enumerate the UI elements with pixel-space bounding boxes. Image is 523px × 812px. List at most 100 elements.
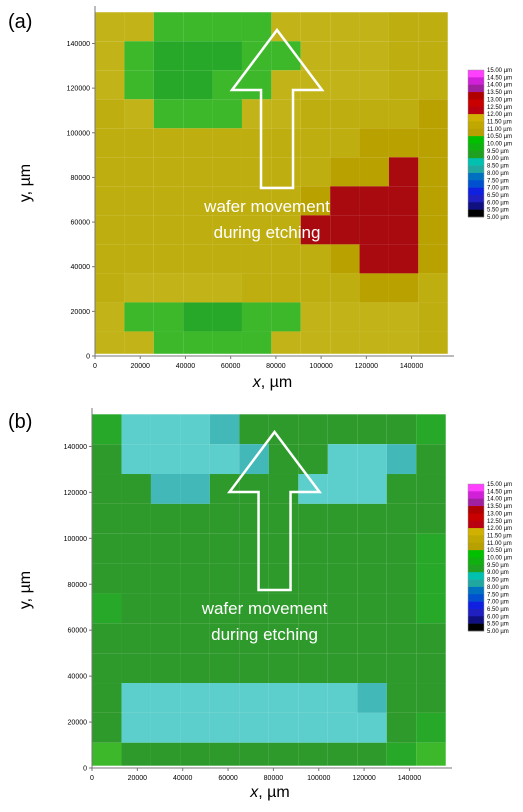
heatmap-cell (124, 215, 154, 245)
annotation-line1: wafer movement (203, 197, 330, 216)
colorbar-swatch (468, 99, 484, 108)
heatmap-cell (416, 623, 446, 654)
y-tick-label: 140000 (67, 41, 90, 48)
heatmap-cell (212, 41, 242, 71)
heatmap-cell (180, 474, 210, 504)
colorbar-swatch (468, 601, 484, 610)
heatmap-cell (183, 70, 213, 100)
heatmap-cell (298, 653, 328, 684)
heatmap-cell (150, 503, 181, 534)
heatmap-cell (153, 128, 184, 158)
colorbar-label: 7.50 µm (487, 178, 509, 184)
heatmap-cell (298, 742, 328, 766)
heatmap-cell (300, 12, 331, 42)
heatmap-cell (330, 331, 360, 354)
colorbar-label: 12.50 µm (487, 519, 512, 525)
heatmap-chart-b: (b) 0 20000 40000 60000 80000 100000 120000 1400… (8, 408, 512, 801)
heatmap-cell (183, 186, 213, 216)
heatmap-cell (212, 244, 242, 274)
heatmap-cell (386, 503, 417, 534)
colorbar-label: 13.00 µm (487, 97, 512, 103)
heatmap-cell (418, 186, 448, 216)
colorbar-swatch (468, 84, 484, 93)
heatmap-cell (268, 712, 299, 743)
y-tick-label: 80000 (71, 175, 91, 182)
heatmap-cell (386, 653, 417, 684)
heatmap-cell (153, 302, 184, 332)
heatmap-cell (300, 273, 331, 303)
colorbar-label: 10.50 µm (487, 134, 512, 140)
heatmap-cell (418, 244, 448, 274)
heatmap-cell (183, 215, 213, 245)
heatmap-cell (359, 244, 389, 274)
colorbar-swatch (468, 608, 484, 617)
heatmap-cell (330, 273, 360, 303)
heatmap-cell (359, 302, 389, 332)
heatmap-cell (386, 563, 417, 594)
heatmap-cell (92, 593, 122, 624)
heatmap-cell (388, 331, 419, 354)
colorbar-swatch (468, 136, 484, 144)
heatmap-cell (150, 653, 181, 684)
heatmap-cell (418, 273, 448, 303)
heatmap-cell (150, 444, 181, 475)
heatmap-cell (183, 41, 213, 71)
heatmap-cell (268, 683, 299, 713)
up-arrow-icon (229, 27, 325, 190)
heatmap-cell (124, 186, 154, 216)
heatmap-cell (418, 70, 448, 100)
heatmap-cell (239, 533, 269, 564)
colorbar-swatch (468, 572, 484, 580)
heatmap-cell (95, 244, 125, 274)
heatmap-cell (268, 503, 299, 534)
heatmap-cell (268, 623, 299, 654)
annotation-line1: wafer movement (201, 599, 328, 618)
heatmap-cell (388, 99, 419, 129)
heatmap-cell (183, 273, 213, 303)
heatmap-cell (239, 593, 269, 624)
heatmap-cell (121, 444, 151, 475)
heatmap-cell (357, 623, 387, 654)
colorbar-swatch (468, 616, 484, 624)
heatmap-cell (330, 302, 360, 332)
heatmap-cell (209, 444, 240, 475)
y-tick-label: 60000 (68, 628, 88, 635)
heatmap-cell (241, 70, 272, 100)
colorbar-label: 10.00 µm (487, 142, 512, 148)
heatmap-cell (418, 99, 448, 129)
heatmap-cell (183, 157, 213, 187)
heatmap-cell (183, 331, 213, 354)
heatmap-cell (359, 273, 389, 303)
x-tick-label: 80000 (264, 775, 284, 782)
heatmap-cell (300, 302, 331, 332)
heatmap-cell (121, 683, 151, 713)
heatmap-cell (212, 99, 242, 129)
heatmap-cell (298, 533, 328, 564)
heatmap-cell (95, 99, 125, 129)
heatmap-cell (388, 41, 419, 71)
heatmap-cell (241, 12, 272, 42)
colorbar-label: 7.00 µm (487, 186, 509, 192)
heatmap-cell (212, 12, 242, 42)
heatmap-cell (357, 414, 387, 445)
heatmap-cell (416, 683, 446, 713)
heatmap-cell (271, 331, 301, 354)
colorbar-label: 5.00 µm (487, 629, 509, 635)
heatmap-cell (388, 70, 419, 100)
colorbar-label: 11.50 µm (487, 119, 512, 125)
heatmap-cell (416, 444, 446, 475)
heatmap-cell (95, 128, 125, 158)
heatmap-cell (121, 474, 151, 504)
x-tick-label: 20000 (130, 363, 150, 370)
x-tick-label: 100000 (309, 363, 332, 370)
heatmap-cell (359, 99, 389, 129)
heatmap-cell (300, 331, 331, 354)
heatmap-cell (150, 414, 181, 445)
colorbar-label: 11.00 µm (487, 541, 512, 547)
heatmap-cell (298, 414, 328, 445)
heatmap-cell (183, 99, 213, 129)
heatmap-cell (330, 215, 360, 245)
colorbar-label: 14.50 µm (487, 489, 512, 495)
colorbar-label: 9.00 µm (487, 156, 509, 162)
heatmap-cell (209, 683, 240, 713)
